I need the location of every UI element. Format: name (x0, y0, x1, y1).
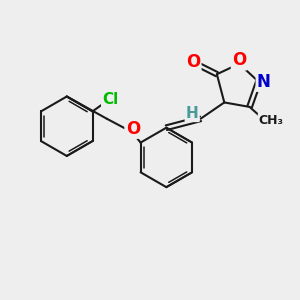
Text: O: O (126, 120, 140, 138)
Text: H: H (186, 106, 199, 121)
Text: O: O (232, 51, 246, 69)
Text: O: O (186, 53, 200, 71)
Text: Cl: Cl (102, 92, 119, 107)
Text: CH₃: CH₃ (259, 114, 284, 127)
Text: N: N (257, 73, 271, 91)
